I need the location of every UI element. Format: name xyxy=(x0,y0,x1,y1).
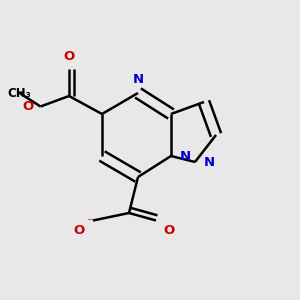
Text: N: N xyxy=(132,73,144,86)
Text: ⁻: ⁻ xyxy=(86,217,94,230)
Text: O: O xyxy=(73,224,84,237)
Text: O: O xyxy=(163,224,174,237)
Text: O: O xyxy=(63,50,75,63)
Text: N: N xyxy=(204,155,215,169)
Text: CH₃: CH₃ xyxy=(8,86,31,100)
Text: O: O xyxy=(22,100,34,113)
Text: N: N xyxy=(180,149,191,163)
